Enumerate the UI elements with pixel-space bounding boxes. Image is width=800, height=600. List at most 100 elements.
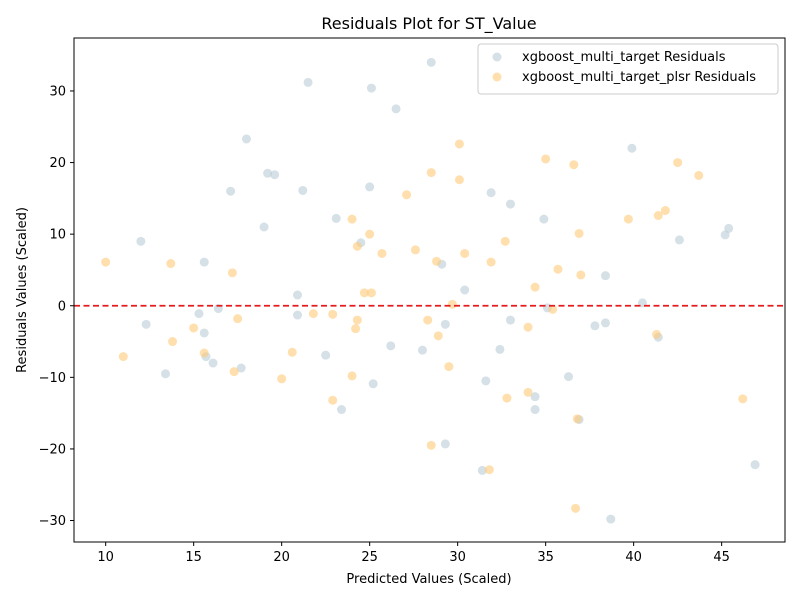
data-point <box>484 465 494 475</box>
data-point <box>241 134 251 144</box>
data-point <box>321 350 331 360</box>
data-point <box>440 439 450 449</box>
data-point <box>293 290 303 300</box>
data-point <box>366 83 376 93</box>
data-point <box>572 414 582 424</box>
data-point <box>229 367 239 377</box>
data-point <box>553 264 563 274</box>
data-point <box>303 77 313 87</box>
data-point <box>189 323 199 333</box>
y-tick-label: −10 <box>39 371 66 386</box>
data-point <box>287 347 297 357</box>
x-tick-label: 10 <box>97 550 114 565</box>
data-point <box>426 57 436 67</box>
data-point <box>328 395 338 405</box>
y-tick-label: 0 <box>58 299 66 314</box>
data-point <box>365 182 375 192</box>
x-tick-label: 15 <box>185 550 202 565</box>
data-point <box>454 139 464 149</box>
data-point <box>444 362 454 372</box>
data-point <box>166 259 176 269</box>
data-point <box>194 309 204 319</box>
data-point <box>505 199 515 209</box>
data-point <box>571 503 581 513</box>
data-point <box>391 104 401 114</box>
x-axis: 10 15 20 25 30 35 40 45 <box>97 542 730 565</box>
data-point <box>460 248 470 258</box>
axes-frame <box>73 37 786 543</box>
data-point <box>623 214 633 224</box>
data-point <box>500 236 510 246</box>
x-tick-label: 40 <box>625 550 642 565</box>
data-point <box>233 314 243 324</box>
data-point <box>590 321 600 331</box>
data-point <box>750 460 760 470</box>
y-tick-label: 20 <box>49 156 66 171</box>
legend-frame <box>477 43 779 95</box>
data-point <box>440 319 450 329</box>
data-point <box>530 405 540 415</box>
data-point <box>426 168 436 178</box>
y-tick-label: 10 <box>49 228 66 243</box>
data-point <box>351 324 361 334</box>
data-point <box>477 465 487 475</box>
legend: xgboost_multi_target Residuals xgboost_m… <box>477 43 779 95</box>
data-point <box>270 170 280 180</box>
x-tick-label: 20 <box>273 550 290 565</box>
data-point <box>530 282 540 292</box>
data-point <box>337 405 346 415</box>
data-point <box>402 190 412 200</box>
data-point <box>352 315 362 325</box>
data-point <box>600 318 610 328</box>
data-point <box>481 376 491 386</box>
data-point <box>600 271 610 281</box>
y-tick-label: −30 <box>39 514 66 529</box>
data-point <box>523 322 533 332</box>
data-point <box>226 186 236 196</box>
data-point <box>208 358 218 368</box>
data-point <box>530 392 540 402</box>
chart-title: Residuals Plot for ST_Value <box>321 14 536 34</box>
x-axis-label: Predicted Values (Scaled) <box>346 572 511 587</box>
data-point <box>523 387 533 397</box>
data-point <box>277 374 287 384</box>
data-point <box>331 213 341 223</box>
data-point <box>694 170 704 180</box>
data-point <box>308 309 318 319</box>
data-point <box>347 214 357 224</box>
legend-marker-xgboost-multi-target-plsr <box>492 72 502 82</box>
x-tick-label: 35 <box>537 550 554 565</box>
data-point <box>426 440 436 450</box>
data-point <box>263 168 273 178</box>
data-point <box>423 315 433 325</box>
data-point <box>377 248 387 258</box>
data-point <box>161 369 171 379</box>
data-point <box>141 319 151 329</box>
data-point <box>417 345 427 355</box>
data-point <box>199 328 209 338</box>
series-0 <box>136 57 760 524</box>
data-point <box>541 154 551 164</box>
data-point <box>660 206 670 216</box>
data-point <box>574 228 584 238</box>
data-point <box>447 299 457 309</box>
data-point <box>564 372 574 382</box>
data-point <box>486 188 496 198</box>
data-point <box>199 257 209 267</box>
data-point <box>652 329 662 339</box>
legend-marker-xgboost-multi-target <box>492 52 502 62</box>
data-point <box>227 268 237 278</box>
data-point <box>486 257 496 267</box>
x-tick-label: 25 <box>361 550 378 565</box>
data-point <box>505 315 515 325</box>
y-tick-label: −20 <box>39 442 66 457</box>
data-point <box>548 304 558 314</box>
y-axis-label: Residuals Values (Scaled) <box>15 207 30 373</box>
data-point <box>118 352 128 362</box>
data-point <box>352 241 362 251</box>
data-point <box>627 143 637 153</box>
data-point <box>328 309 338 319</box>
data-point <box>259 222 269 232</box>
series-1 <box>101 139 748 513</box>
